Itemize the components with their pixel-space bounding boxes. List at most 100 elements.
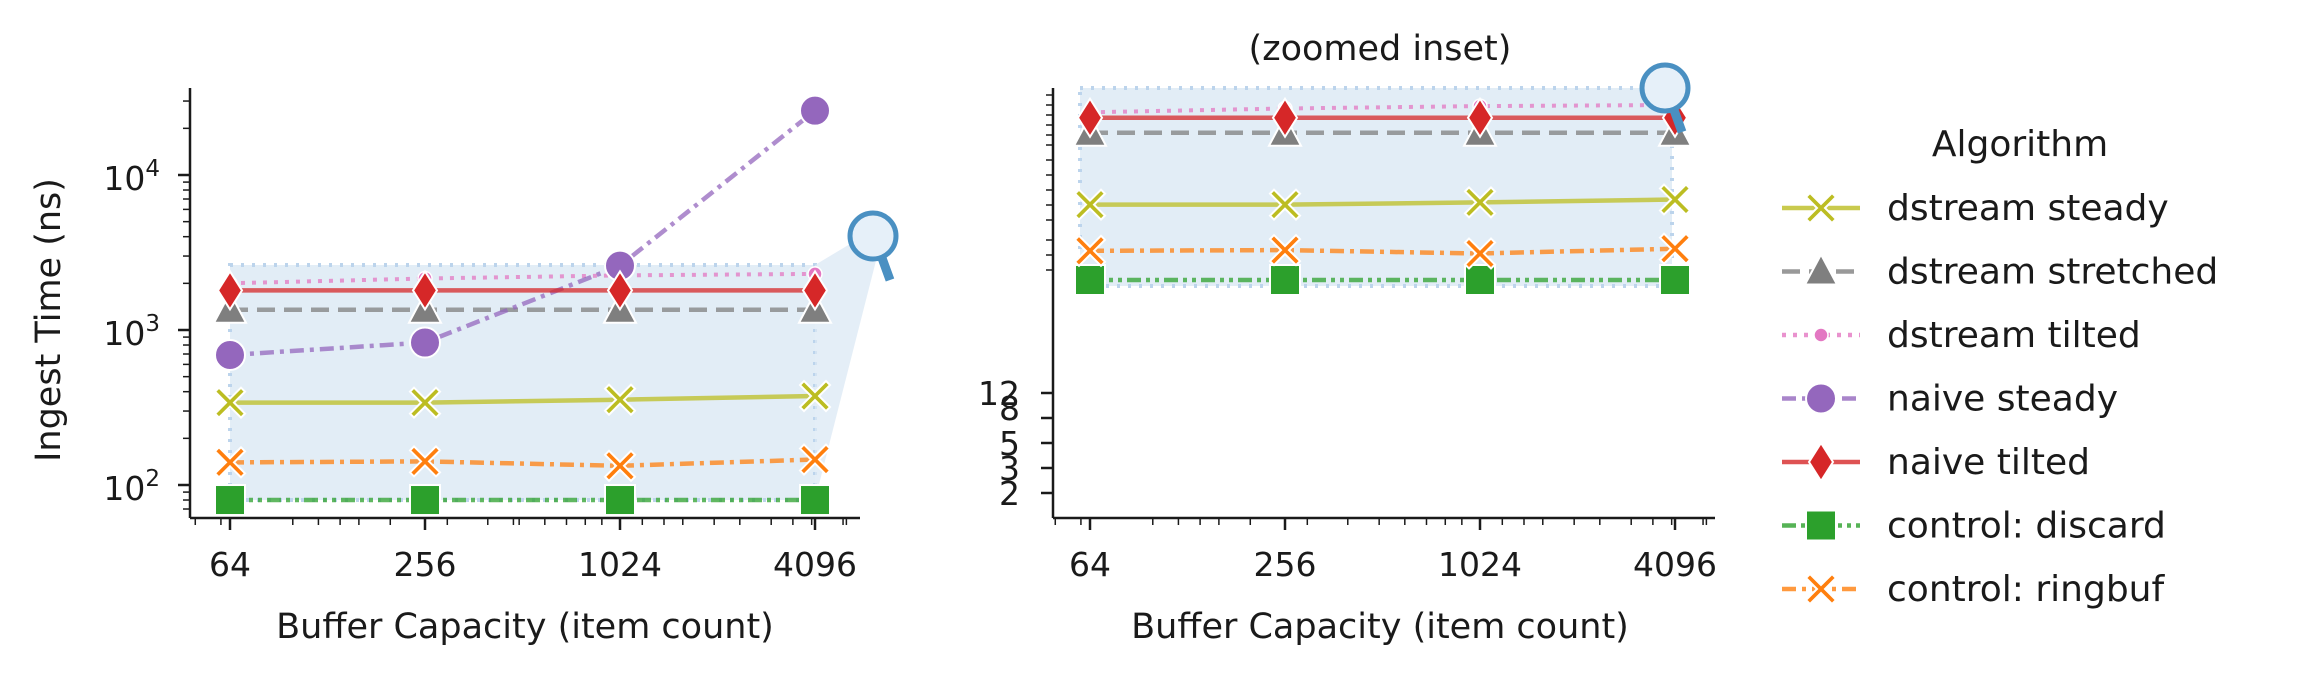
zoom-region-main	[228, 263, 817, 502]
legend-marker-control-discard	[1805, 509, 1837, 542]
inset-ytick-label: 12	[978, 374, 1020, 413]
inset-ytick-label: 3	[999, 449, 1020, 488]
main-point-naive-tilted	[216, 269, 244, 312]
main-point-naive-steady	[799, 94, 831, 127]
inset-point-naive-tilted	[1466, 96, 1494, 139]
main-panel: 102 103 104 64 256 1024 4096 Buffer Capa…	[29, 88, 899, 647]
legend-entry-dstream-steady: dstream steady	[1782, 188, 2169, 229]
legend-marker-dstream-stretched	[1803, 252, 1839, 286]
main-point-control-discard	[214, 484, 246, 517]
legend-marker-naive-steady	[1805, 382, 1837, 415]
main-ytick-label: 102	[103, 466, 160, 508]
magnifier-icon	[1639, 62, 1691, 134]
inset-point-control-discard	[1659, 264, 1691, 296]
inset-point-naive-tilted	[1076, 96, 1104, 139]
inset-point-dstream-steady	[1463, 185, 1497, 219]
main-point-control-discard	[604, 484, 636, 517]
main-point-dstream-steady	[603, 383, 637, 417]
main-point-control-ringbuf	[798, 443, 832, 476]
inset-point-control-ringbuf	[1658, 232, 1692, 266]
main-x-axis-label: Buffer Capacity (item count)	[276, 607, 774, 647]
legend-label: dstream stretched	[1887, 252, 2218, 293]
zoom-projection	[815, 232, 880, 500]
legend: Algorithm dstream steady dstream stretche…	[1782, 124, 2218, 610]
legend-label: naive tilted	[1887, 442, 2090, 483]
inset-ticks-group	[1041, 94, 1708, 530]
inset-xtick-label: 64	[1069, 545, 1111, 584]
inset-series-group	[1072, 96, 1693, 296]
main-line-naive-steady	[229, 108, 817, 358]
main-ytick-label: 104	[103, 156, 160, 198]
inset-series-dstream-steady	[1073, 183, 1692, 222]
main-ytick-label: 103	[103, 311, 160, 353]
inset-xtick-label: 4096	[1633, 545, 1717, 584]
inset-line-control-ringbuf	[1089, 246, 1676, 256]
inset-xtick-label: 256	[1254, 545, 1317, 584]
inset-point-naive-tilted	[1271, 96, 1299, 139]
main-point-dstream-steady	[408, 386, 442, 420]
inset-ytick-label: 8	[999, 389, 1020, 428]
legend-marker-naive-tilted	[1807, 441, 1835, 483]
main-line-control-ringbuf	[229, 457, 816, 469]
legend-label: control: discard	[1887, 506, 2166, 547]
main-point-control-ringbuf	[603, 449, 637, 483]
main-series-group	[212, 94, 833, 517]
inset-series-control-discard	[1074, 264, 1691, 296]
legend-label: naive steady	[1887, 379, 2118, 420]
inset-point-dstream-steady	[1268, 188, 1302, 222]
main-series-naive-tilted	[216, 269, 829, 312]
inset-point-control-ringbuf	[1073, 234, 1107, 268]
legend-label: dstream tilted	[1887, 315, 2141, 356]
legend-entry-dstream-tilted: dstream tilted	[1782, 315, 2141, 356]
inset-point-dstream-steady	[1073, 188, 1107, 222]
main-point-naive-tilted	[411, 269, 439, 312]
main-point-control-ringbuf	[213, 445, 247, 479]
main-xtick-label: 1024	[578, 545, 662, 584]
main-series-dstream-steady	[213, 379, 832, 420]
main-point-control-discard	[799, 484, 831, 517]
main-point-dstream-steady	[798, 379, 832, 413]
main-series-naive-steady	[214, 94, 831, 371]
inset-point-dstream-steady	[1658, 183, 1692, 216]
main-point-control-discard	[409, 484, 441, 517]
legend-marker-dstream-tilted	[1813, 327, 1829, 343]
inset-title: (zoomed inset)	[1249, 29, 1512, 69]
inset-series-naive-tilted	[1076, 96, 1689, 139]
main-xtick-label: 4096	[773, 545, 857, 584]
main-line-dstream-steady	[230, 393, 816, 405]
main-xtick-label: 256	[394, 545, 457, 584]
inset-x-axis-label: Buffer Capacity (item count)	[1131, 607, 1629, 647]
legend-entry-control-ringbuf: control: ringbuf	[1782, 569, 2165, 610]
main-line-dstream-tilted	[229, 271, 816, 286]
inset-point-control-discard	[1074, 264, 1106, 296]
main-point-naive-tilted	[801, 269, 829, 312]
main-xtick-label: 64	[209, 545, 251, 584]
inset-point-control-ringbuf	[1268, 233, 1302, 267]
legend-entry-control-discard: control: discard	[1782, 506, 2166, 547]
inset-xtick-label: 1024	[1438, 545, 1522, 584]
main-ticks-group	[178, 100, 848, 530]
legend-marker-control-ringbuf	[1804, 572, 1838, 606]
inset-line-dstream-tilted	[1089, 103, 1676, 115]
inset-line-dstream-steady	[1090, 197, 1676, 207]
legend-marker-dstream-steady	[1804, 191, 1838, 225]
legend-entry-naive-steady: naive steady	[1782, 379, 2118, 420]
inset-ytick-label: 5	[999, 424, 1020, 463]
magnifier-icon	[847, 210, 899, 282]
legend-label: dstream steady	[1887, 188, 2169, 229]
inset-series-control-ringbuf	[1073, 232, 1692, 270]
main-y-axis-label: Ingest Time (ns)	[29, 178, 69, 462]
main-point-naive-steady	[214, 338, 246, 371]
legend-title: Algorithm	[1932, 124, 2108, 165]
main-point-control-ringbuf	[408, 444, 442, 478]
inset-ytick-label: 2	[999, 474, 1020, 513]
main-point-naive-steady	[409, 326, 441, 359]
inset-panel: (zoomed inset) 2 3 5 8 12 64 256 1024 40…	[978, 29, 1717, 647]
main-point-naive-tilted	[606, 269, 634, 312]
main-series-control-discard	[214, 484, 831, 517]
legend-entry-dstream-stretched: dstream stretched	[1782, 252, 2218, 293]
main-point-dstream-steady	[213, 386, 247, 420]
main-series-control-ringbuf	[213, 443, 832, 483]
legend-label: control: ringbuf	[1887, 569, 2165, 610]
